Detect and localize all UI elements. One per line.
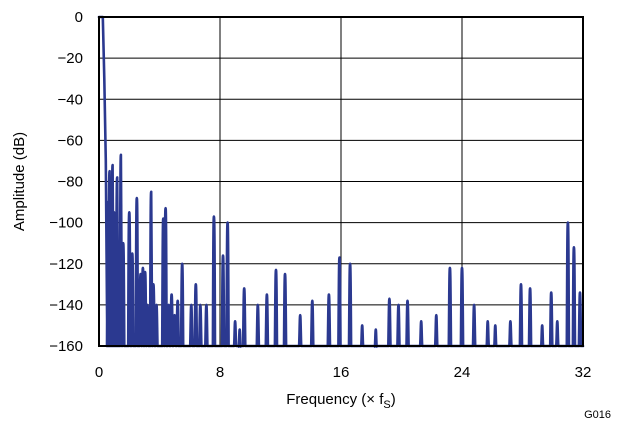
y-tick-label: −40 — [58, 91, 83, 108]
x-tick-labels: 0 8 16 24 32 — [95, 364, 592, 381]
x-tick-label: 0 — [95, 364, 103, 381]
y-tick-labels: 0 −20 −40 −60 −80 −100 −120 −140 −160 — [49, 9, 83, 355]
x-tick-label: 8 — [216, 364, 224, 381]
y-axis-title: Amplitude (dB) — [11, 132, 28, 231]
y-tick-label: −140 — [49, 297, 83, 314]
figure-code: G016 — [584, 409, 611, 421]
y-tick-label: −80 — [58, 174, 83, 191]
y-tick-label: 0 — [75, 9, 83, 26]
x-axis-title: Frequency (× fS) — [286, 391, 395, 411]
x-axis-title-main: Frequency (× f — [286, 391, 384, 408]
y-tick-label: −160 — [49, 338, 83, 355]
x-tick-label: 16 — [333, 364, 350, 381]
y-tick-label: −100 — [49, 215, 83, 232]
x-axis-title-close: ) — [391, 391, 396, 408]
y-tick-label: −120 — [49, 256, 83, 273]
x-tick-label: 32 — [575, 364, 592, 381]
y-tick-label: −60 — [58, 132, 83, 149]
x-axis-title-subscript: S — [383, 399, 390, 411]
y-tick-label: −20 — [58, 50, 83, 67]
x-tick-label: 24 — [454, 364, 471, 381]
plot-frame — [98, 16, 584, 347]
